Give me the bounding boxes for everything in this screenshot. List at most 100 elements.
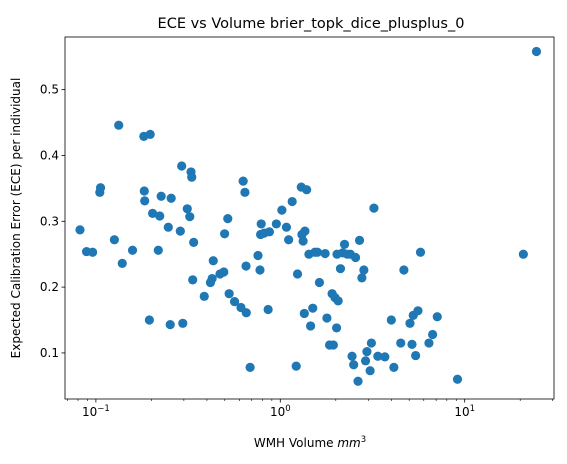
plot-area-frame [64,36,555,400]
data-point [353,376,363,386]
data-point [287,196,297,207]
data-point [328,340,338,350]
data-point [332,323,342,333]
data-point [263,304,273,315]
data-point [88,247,98,257]
data-point [396,338,406,348]
data-point [333,296,343,306]
x-tick-label-base: 10 [270,405,285,419]
chart-title: ECE vs Volume brier_topk_dice_plusplus_0 [158,16,465,32]
data-point [155,211,165,221]
data-point [405,318,415,328]
y-tick-label: 0.4 [40,148,59,162]
x-tick-label-exponent: 1 [470,404,475,414]
data-point [424,338,434,348]
data-point [219,267,229,277]
data-point [166,193,176,203]
data-point [380,352,390,362]
y-tick-label: 0.5 [40,83,59,97]
data-point [413,306,423,316]
data-point [229,296,240,307]
x-axis-label-exponent: 3 [361,435,366,445]
x-tick-label-exponent: −1 [97,404,110,414]
data-point [350,252,361,263]
data-points [75,46,542,386]
data-point [95,183,106,193]
data-point [531,46,542,57]
data-point [241,308,251,318]
data-point [241,261,251,271]
data-point [255,265,265,275]
data-point [407,339,417,349]
data-point [292,269,303,279]
y-axis-ticks: 0.1 0.2 0.3 0.4 0.5 [40,83,65,360]
data-point [199,291,209,301]
data-point [354,235,365,245]
data-point [75,225,85,235]
data-point [432,312,442,322]
x-tick-label-base: 10 [82,405,97,419]
data-point [357,273,367,283]
data-point [256,219,266,229]
data-point [299,308,309,319]
data-point [224,289,234,299]
data-point [518,249,528,259]
y-tick-label: 0.1 [40,346,59,360]
data-point [335,264,346,274]
data-point [277,205,287,215]
data-point [188,275,198,285]
data-point [359,265,369,275]
data-point [223,214,233,224]
data-point [349,360,359,370]
data-point [291,361,301,371]
data-point [369,203,379,213]
data-point [185,212,195,222]
data-point [284,235,294,245]
data-point [139,186,149,196]
data-point [322,313,332,323]
data-point [320,248,330,259]
data-point [238,176,248,186]
data-point [189,237,199,247]
data-point [145,129,155,140]
data-point [165,320,175,330]
data-point [366,338,377,348]
data-point [182,204,192,214]
data-point [300,226,310,236]
data-point [271,219,281,229]
x-axis-label-prefix: WMH Volume [254,436,338,450]
data-point [175,226,185,236]
data-point [147,208,158,218]
x-tick-label-base: 10 [454,405,469,419]
data-point [386,315,396,325]
data-point [312,247,323,257]
y-tick-label: 0.3 [40,214,59,228]
x-axis-label: WMH Volume mm3 [254,435,366,450]
data-point [264,227,275,237]
data-point [245,362,255,373]
data-point [347,351,357,361]
data-point [187,172,197,182]
data-point [253,250,263,261]
x-tick-label: 100 [270,404,291,419]
data-point [240,187,250,197]
data-point [308,303,318,313]
data-point [127,245,138,255]
data-point [399,265,409,275]
data-point [281,222,292,232]
x-axis-label-unit: mm [337,436,360,450]
data-point [362,347,372,357]
x-tick-label-exponent: 0 [285,404,290,414]
data-point [153,245,163,255]
data-point [339,239,350,249]
data-point [415,247,426,257]
data-point [163,222,173,232]
data-point [389,362,399,373]
y-tick-label: 0.2 [40,280,59,294]
y-axis-label: Expected Calibration Error (ECE) per ind… [9,78,23,359]
data-point [360,356,371,366]
data-point [306,321,316,331]
data-point [208,256,218,266]
